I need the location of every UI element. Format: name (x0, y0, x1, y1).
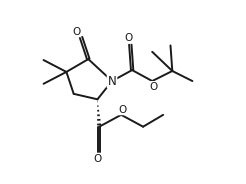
Text: O: O (93, 154, 102, 164)
Text: O: O (149, 82, 157, 91)
Text: O: O (118, 105, 126, 115)
Text: O: O (72, 27, 80, 37)
Text: N: N (108, 75, 116, 88)
Text: O: O (124, 33, 133, 43)
